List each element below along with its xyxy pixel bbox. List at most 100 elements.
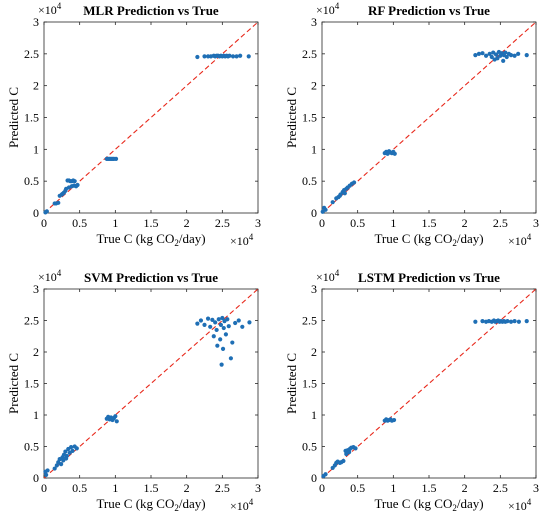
y-tick-label: 1: [311, 142, 317, 156]
y-tick-label: 2.5: [302, 314, 317, 328]
scatter-point: [493, 52, 499, 57]
chart-title: RF Prediction vs True: [368, 3, 490, 18]
scatter-point: [210, 317, 215, 322]
chart-panel-1: 0 0.5 1 1.5 2 2.5 3 0 0.5 1 1.5 2 2.5 3 MLR Prediction…: [6, 1, 261, 248]
y-exponent-label: ×104: [38, 1, 62, 17]
scatter-point: [230, 54, 236, 59]
scatter-point: [495, 56, 500, 61]
scatter-point: [480, 319, 485, 324]
scatter-point: [64, 456, 69, 461]
scatter-point: [215, 343, 220, 348]
chart-title: MLR Prediction vs True: [83, 3, 219, 18]
y-tick-label: 0.5: [302, 440, 317, 454]
chart-title: LSTM Prediction vs True: [358, 270, 500, 285]
scatter-point: [516, 51, 521, 56]
x-tick-label: 1: [390, 216, 396, 230]
scatter-point: [501, 58, 506, 63]
x-axis-label: True C (kg CO2/day): [374, 231, 483, 248]
x-tick-label: 2.5: [215, 481, 230, 495]
scatter-point: [216, 317, 221, 322]
scatter-point: [508, 319, 514, 324]
scatter-point: [202, 54, 207, 59]
scatter-point: [218, 337, 223, 342]
y-tick-label: 1: [33, 408, 39, 422]
y-tick-label: 0: [311, 471, 317, 485]
scatter-point: [341, 458, 346, 464]
x-tick-label: 1.5: [144, 216, 159, 230]
scatter-point: [247, 320, 252, 325]
scatter-point: [219, 362, 224, 367]
y-axis-label: Predicted C: [284, 87, 299, 148]
y-tick-label: 1: [311, 408, 317, 422]
scatter-point: [234, 54, 239, 59]
scatter-point: [208, 324, 213, 329]
scatter-point: [246, 54, 251, 59]
scatter-point: [195, 54, 200, 60]
chart-title: SVM Prediction vs True: [84, 270, 218, 285]
x-tick-label: 0: [319, 481, 325, 495]
scatter-point: [228, 356, 233, 361]
scatter-point: [195, 321, 200, 326]
y-tick-label: 1.5: [302, 377, 317, 391]
y-tick-label: 0.5: [302, 174, 317, 188]
x-tick-label: 3: [255, 481, 261, 495]
y-axis-label: Predicted C: [6, 87, 21, 148]
y-tick-label: 1.5: [24, 377, 39, 391]
x-tick-label: 0.5: [350, 216, 365, 230]
scatter-point: [205, 316, 211, 321]
scatter-point: [473, 53, 478, 58]
scatter-point: [476, 51, 482, 56]
y-tick-label: 0.5: [24, 440, 39, 454]
x-tick-label: 2.5: [493, 481, 508, 495]
y-tick-label: 2.5: [24, 47, 39, 61]
scatter-point: [218, 322, 224, 328]
scatter-point: [353, 446, 358, 451]
scatter-point: [74, 446, 79, 451]
scatter-point: [221, 325, 226, 331]
scatter-point: [508, 53, 514, 58]
y-tick-label: 2.5: [302, 47, 317, 61]
x-tick-label: 1: [112, 216, 118, 230]
scatter-point: [113, 156, 119, 161]
x-tick-label: 1: [390, 481, 396, 495]
scatter-point: [342, 191, 347, 196]
y-tick-label: 3: [33, 282, 39, 296]
scatter-point: [503, 50, 508, 55]
scatter-point: [504, 54, 509, 60]
chart-panel-3: 0 0.5 1 1.5 2 2.5 3 0 0.5 1 1.5 2 2.5 3 SVM Prediction…: [6, 268, 261, 513]
scatter-point: [44, 209, 49, 214]
x-tick-label: 0: [41, 481, 47, 495]
y-exponent-label: ×104: [38, 268, 62, 284]
y-exponent-label: ×104: [316, 268, 340, 284]
scatter-point: [75, 182, 80, 188]
y-tick-label: 2.5: [24, 314, 39, 328]
x-tick-label: 0: [319, 216, 325, 230]
chart-panel-2: 0 0.5 1 1.5 2 2.5 3 0 0.5 1 1.5 2 2.5 3 RF Prediction …: [284, 1, 539, 248]
scatter-point: [220, 346, 226, 351]
scatter-point: [236, 318, 241, 323]
scatter-point: [230, 340, 235, 345]
x-exponent-label: ×104: [508, 497, 532, 513]
x-axis-label: True C (kg CO2/day): [374, 496, 483, 513]
scatter-point: [516, 319, 521, 324]
y-tick-label: 1.5: [24, 111, 39, 125]
y-tick-label: 0: [33, 471, 39, 485]
scatter-point: [483, 53, 489, 58]
scatter-point: [225, 317, 230, 322]
x-tick-label: 3: [533, 216, 539, 230]
scatter-point: [512, 53, 517, 58]
x-tick-label: 3: [533, 481, 539, 495]
y-tick-label: 1.5: [302, 111, 317, 125]
x-tick-label: 2: [184, 481, 190, 495]
scatter-point: [45, 468, 50, 473]
scatter-point: [524, 319, 529, 324]
x-axis-label: True C (kg CO2/day): [96, 231, 205, 248]
y-tick-label: 2: [311, 345, 317, 359]
scatter-point: [114, 419, 119, 424]
y-axis-label: Predicted C: [6, 353, 21, 414]
scatter-point: [473, 319, 478, 324]
y-exponent-label: ×104: [316, 1, 340, 17]
scatter-point: [213, 320, 218, 325]
scatter-point: [512, 319, 517, 324]
scatter-point: [352, 180, 357, 185]
